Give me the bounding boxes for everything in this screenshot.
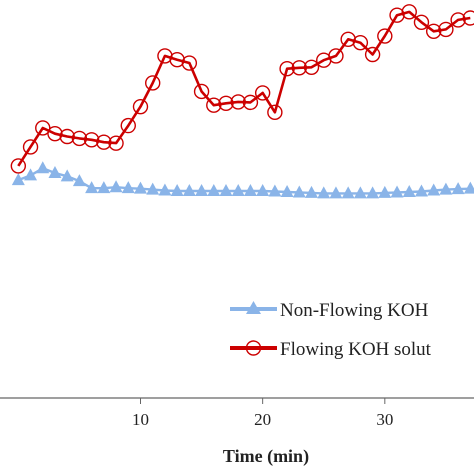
series-layer (10, 4, 474, 199)
data-point-triangle (195, 184, 209, 197)
data-point-triangle (427, 183, 441, 196)
data-point-circle (71, 130, 88, 147)
data-point-triangle (280, 184, 294, 197)
data-point-circle (169, 52, 185, 68)
legend: Non-Flowing KOH Flowing KOH solut (230, 300, 432, 360)
x-tick-label: 10 (132, 410, 149, 429)
data-point-triangle (182, 184, 196, 197)
data-point-circle (303, 59, 320, 76)
series-line-0 (17, 167, 471, 195)
data-point-triangle (48, 166, 62, 179)
data-point-circle (193, 83, 210, 100)
data-point-circle (59, 128, 75, 145)
data-point-circle (291, 60, 308, 76)
data-point-triangle (11, 173, 25, 186)
x-axis-title: Time (min) (223, 446, 309, 467)
data-point-circle (413, 14, 430, 30)
series-line-1 (17, 10, 471, 167)
data-point-triangle (292, 185, 306, 198)
series-1 (10, 4, 474, 174)
data-point-circle (377, 28, 393, 44)
data-point-triangle (121, 181, 135, 194)
data-point-circle (438, 21, 454, 38)
data-point-triangle (219, 184, 233, 197)
data-point-circle (218, 95, 234, 112)
data-point-triangle (231, 184, 245, 197)
data-point-circle (267, 104, 283, 121)
series-0 (11, 161, 474, 199)
data-point-circle (96, 134, 112, 150)
data-point-triangle (146, 182, 160, 195)
data-point-triangle (317, 186, 331, 199)
legend-label-non-flowing: Non-Flowing KOH (280, 300, 429, 321)
data-point-triangle (85, 181, 99, 194)
legend-label-flowing: Flowing KOH solut (280, 339, 432, 360)
data-point-circle (425, 23, 442, 39)
data-point-triangle (24, 168, 38, 181)
data-point-circle (132, 98, 149, 115)
data-point-circle (389, 7, 405, 23)
data-point-circle (22, 139, 39, 155)
data-point-triangle (366, 186, 380, 199)
data-point-triangle (463, 181, 474, 194)
legend-marker-triangle-icon (246, 301, 261, 314)
data-point-triangle (109, 180, 123, 193)
data-point-circle (10, 158, 27, 174)
data-point-circle (352, 34, 369, 51)
data-point-triangle (341, 186, 355, 199)
data-point-circle (145, 75, 161, 91)
data-point-triangle (353, 186, 367, 199)
data-point-circle (254, 85, 271, 101)
legend-item-non-flowing: Non-Flowing KOH (230, 300, 429, 321)
data-point-circle (206, 97, 222, 113)
data-point-circle (120, 117, 136, 134)
data-point-triangle (268, 184, 282, 197)
data-point-circle (242, 94, 259, 111)
data-point-triangle (158, 183, 172, 196)
data-point-triangle (439, 182, 453, 195)
data-point-triangle (402, 184, 416, 197)
data-point-circle (279, 61, 295, 77)
data-point-triangle (414, 184, 428, 197)
data-point-triangle (329, 186, 343, 199)
data-point-triangle (97, 181, 111, 194)
data-point-triangle (60, 169, 74, 182)
data-point-circle (450, 12, 466, 28)
data-point-circle (340, 31, 356, 48)
data-point-triangle (207, 184, 221, 197)
data-point-triangle (243, 184, 257, 197)
data-point-circle (181, 55, 198, 71)
data-point-circle (35, 120, 51, 136)
data-point-circle (462, 10, 474, 26)
data-point-triangle (170, 184, 184, 197)
data-point-triangle (378, 185, 392, 198)
x-tick-label: 20 (254, 410, 271, 429)
data-point-circle (83, 132, 100, 148)
data-point-triangle (451, 182, 465, 195)
x-axis-ticks: 10 20 30 (132, 398, 393, 429)
data-point-circle (230, 94, 246, 110)
data-point-circle (364, 46, 381, 63)
x-tick-label: 30 (376, 410, 393, 429)
data-point-circle (47, 125, 63, 142)
data-point-triangle (390, 185, 404, 198)
data-point-triangle (305, 185, 319, 198)
data-point-triangle (256, 184, 270, 197)
data-point-circle (108, 135, 124, 151)
data-point-circle (401, 4, 417, 20)
data-point-triangle (36, 161, 50, 174)
data-point-triangle (72, 174, 86, 187)
legend-item-flowing: Flowing KOH solut (230, 339, 432, 360)
data-point-triangle (133, 181, 147, 194)
data-point-circle (328, 48, 344, 64)
